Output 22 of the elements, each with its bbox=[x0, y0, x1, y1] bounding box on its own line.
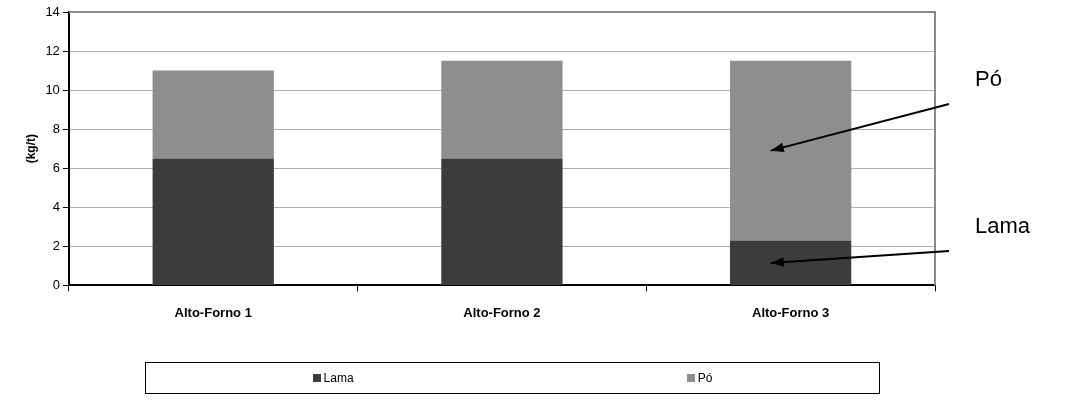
legend-label: Lama bbox=[323, 371, 354, 385]
x-tick-label: Alto-Forno 1 bbox=[174, 304, 252, 320]
y-tick-label: 14 bbox=[45, 3, 60, 19]
text: Lama bbox=[975, 213, 1031, 239]
bar bbox=[730, 240, 852, 285]
x-tick-label: Alto-Forno 2 bbox=[463, 304, 541, 320]
y-axis-title: (kg/t) bbox=[23, 134, 38, 164]
legend-label: Pó bbox=[697, 371, 713, 385]
y-tick-label: 6 bbox=[52, 159, 60, 175]
bar bbox=[441, 60, 563, 159]
x-tick-label: Alto-Forno 3 bbox=[752, 304, 830, 320]
bar bbox=[441, 158, 563, 285]
y-tick-label: 12 bbox=[45, 42, 60, 58]
text: Pó bbox=[975, 66, 1002, 92]
y-tick-label: 10 bbox=[45, 81, 60, 97]
y-tick-label: 0 bbox=[52, 276, 60, 292]
bar bbox=[152, 158, 274, 285]
bar bbox=[152, 70, 274, 159]
bar bbox=[730, 60, 852, 241]
y-tick-label: 2 bbox=[52, 237, 60, 253]
y-tick-label: 8 bbox=[52, 120, 60, 136]
y-tick-label: 4 bbox=[52, 198, 60, 214]
